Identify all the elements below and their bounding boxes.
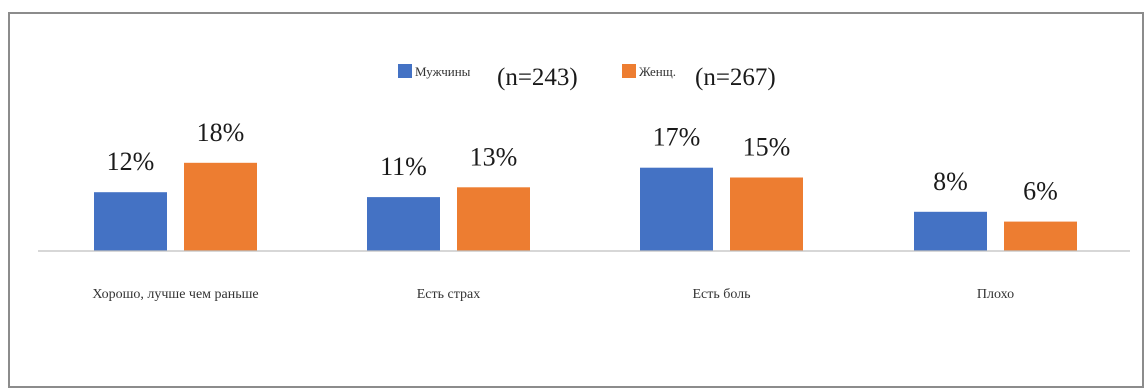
- bar-men-pain: [640, 167, 713, 251]
- bar-women-pain: [730, 177, 803, 251]
- data-label-women-bad: 6%: [1023, 177, 1058, 206]
- data-label-women-fear: 13%: [470, 142, 518, 171]
- bar-women-bad: [1004, 221, 1077, 251]
- data-label-women-pain: 15%: [743, 133, 791, 162]
- legend-label-men: Мужчины: [415, 64, 471, 79]
- legend-n-men: (n=243): [497, 64, 578, 91]
- category-label-better: Хорошо, лучше чем раньше: [92, 287, 258, 302]
- bar-women-better: [184, 162, 257, 251]
- legend-label-women: Женщ.: [639, 64, 676, 79]
- data-label-men-better: 12%: [107, 147, 155, 176]
- data-label-men-bad: 8%: [933, 167, 968, 196]
- category-label-bad: Плохо: [977, 287, 1014, 302]
- data-label-women-better: 18%: [197, 118, 245, 147]
- bar-group: [94, 162, 1077, 251]
- chart-legend: Мужчины (n=243) Женщ. (n=267): [398, 64, 776, 91]
- bar-men-better: [94, 192, 167, 251]
- legend-swatch-men: [398, 64, 412, 78]
- category-label-fear: Есть страх: [417, 287, 481, 302]
- data-label-group: 12% 18% 11% 13% 17% 15% 8% 6%: [107, 118, 1058, 206]
- data-label-men-fear: 11%: [380, 152, 427, 181]
- legend-n-women: (n=267): [695, 64, 776, 91]
- data-label-men-pain: 17%: [653, 123, 701, 152]
- bar-men-bad: [914, 211, 987, 251]
- bar-women-fear: [457, 187, 530, 251]
- category-label-group: Хорошо, лучше чем раньше Есть страх Есть б…: [92, 287, 1014, 302]
- legend-swatch-women: [622, 64, 636, 78]
- bar-men-fear: [367, 197, 440, 251]
- category-label-pain: Есть боль: [692, 287, 750, 302]
